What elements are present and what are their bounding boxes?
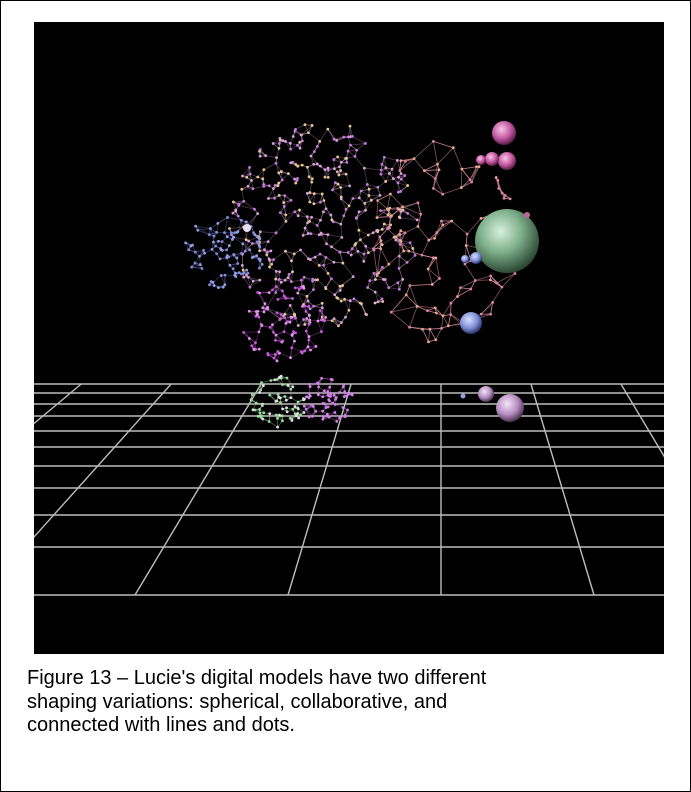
figure-image (34, 22, 664, 654)
image-background (34, 22, 664, 654)
caption: Figure 13 – Lucie's digital models have … (27, 667, 677, 738)
caption-line: Figure 13 – Lucie's digital models have … (27, 667, 677, 691)
caption-line: shaping variations: spherical, collabora… (27, 691, 677, 715)
page: Figure 13 – Lucie's digital models have … (0, 0, 691, 792)
caption-line: connected with lines and dots. (27, 714, 677, 738)
